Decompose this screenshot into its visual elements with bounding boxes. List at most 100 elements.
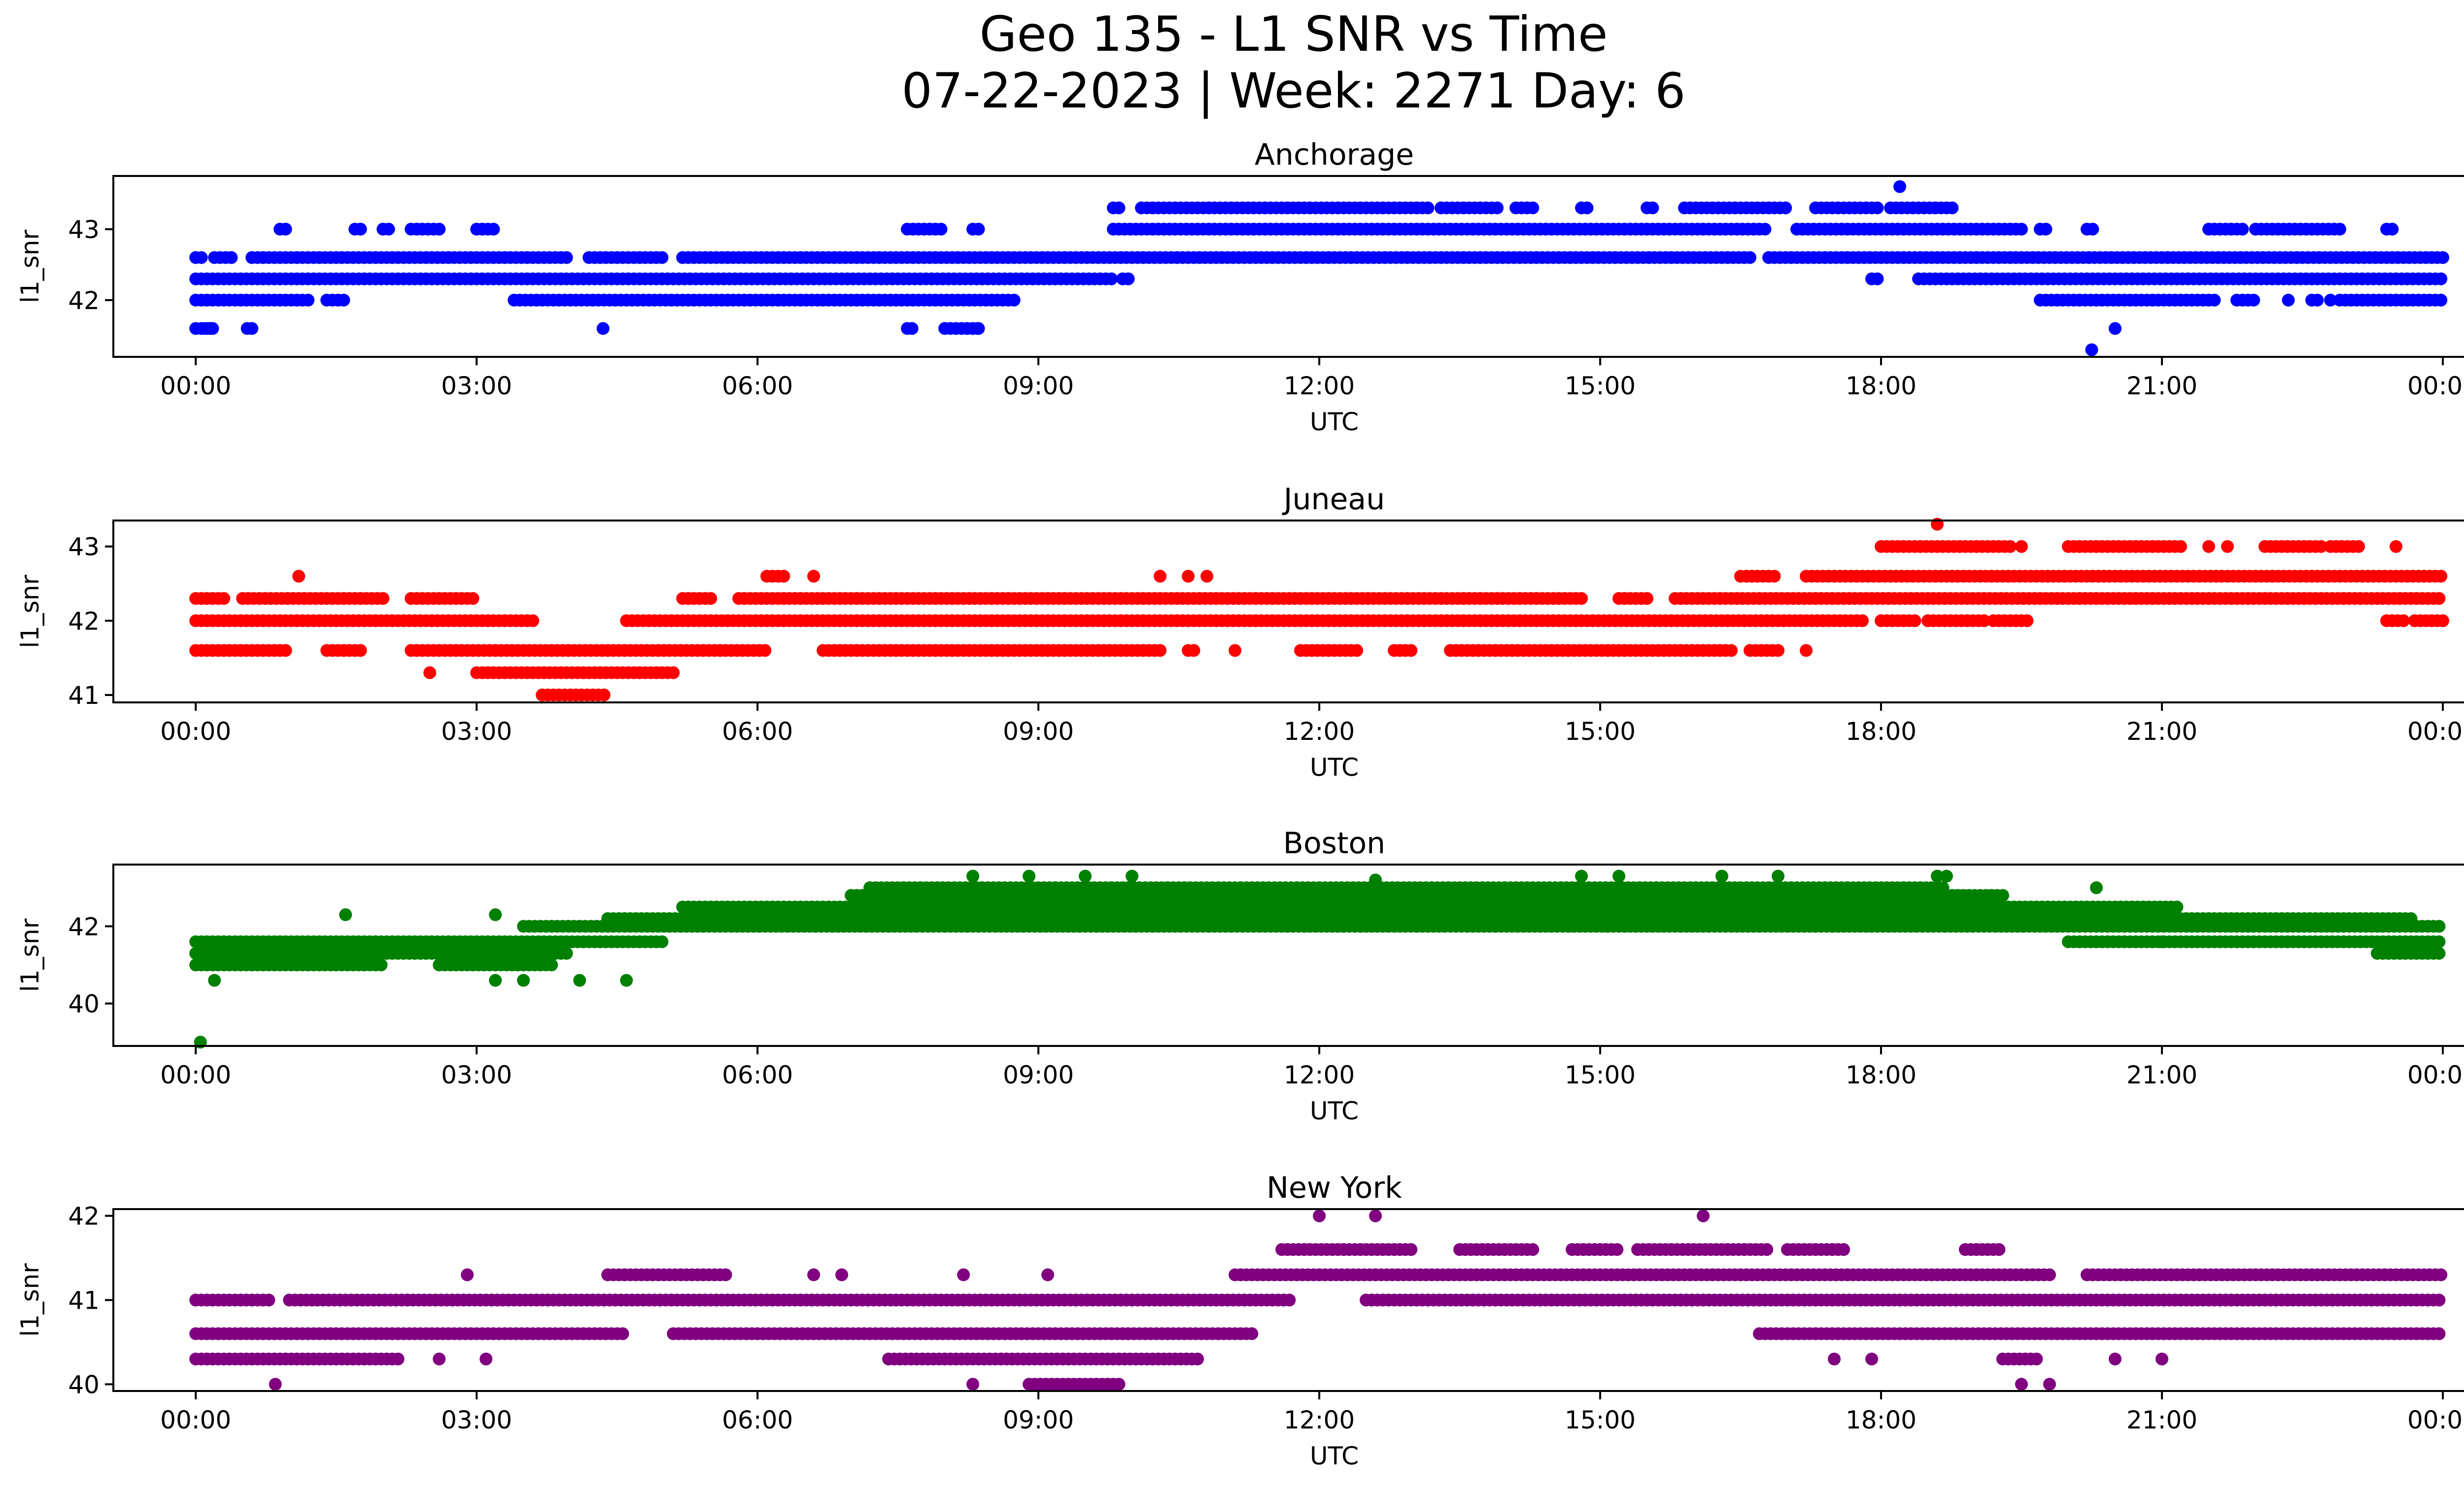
x-tick-label: 18:00 <box>1846 717 1916 746</box>
data-point <box>1978 614 1990 627</box>
data-point <box>2109 322 2122 335</box>
data-point <box>1283 1293 1296 1307</box>
data-point <box>777 570 790 583</box>
data-point <box>1772 644 1785 657</box>
data-point <box>2039 222 2053 236</box>
data-point <box>1079 869 1092 883</box>
data-point <box>2436 614 2449 627</box>
data-point <box>1369 873 1382 887</box>
data-point <box>573 973 586 987</box>
data-point <box>382 222 395 236</box>
data-point <box>225 251 238 264</box>
data-point <box>1641 592 1654 605</box>
data-point <box>526 614 540 627</box>
data-point <box>1940 869 1953 883</box>
y-tick-label: 42 <box>68 912 100 941</box>
data-point <box>1893 180 1907 193</box>
data-point <box>1191 1353 1204 1366</box>
data-point <box>195 251 208 264</box>
x-tick-label: 18:00 <box>1846 372 1916 400</box>
data-point <box>2156 935 2168 948</box>
x-tick-label: 21:00 <box>2126 372 2197 400</box>
data-point <box>1200 570 1214 583</box>
data-point <box>1908 614 1921 627</box>
data-point <box>620 973 633 987</box>
y-axis-label: l1_snr <box>16 230 44 303</box>
data-point <box>1996 889 2009 902</box>
data-point <box>354 222 367 236</box>
x-axis-label: UTC <box>1310 1097 1359 1125</box>
x-tick-label: 00:00 <box>160 372 231 400</box>
data-point <box>1772 869 1785 883</box>
y-tick-label: 43 <box>68 215 100 244</box>
data-point <box>758 644 772 657</box>
data-point <box>2221 540 2234 553</box>
data-point <box>1758 222 1772 236</box>
data-point <box>1023 869 1036 883</box>
data-point <box>2202 540 2215 553</box>
data-point <box>2090 881 2103 894</box>
data-point <box>1931 869 1944 883</box>
data-point <box>560 947 573 960</box>
data-point <box>2208 293 2221 307</box>
data-point <box>203 322 216 335</box>
x-tick-label: 15:00 <box>1565 372 1636 400</box>
x-axis-label: UTC <box>1310 408 1359 436</box>
axes-frame <box>112 175 2464 358</box>
x-tick-label: 06:00 <box>722 1061 793 1089</box>
data-point <box>596 322 610 335</box>
data-point <box>375 958 388 972</box>
data-point <box>1122 272 1135 285</box>
data-point <box>545 958 558 972</box>
data-point <box>517 973 530 987</box>
x-tick-label: 03:00 <box>441 717 512 746</box>
data-point <box>292 570 306 583</box>
data-point <box>966 869 980 883</box>
data-point <box>433 222 446 236</box>
data-point <box>423 666 437 679</box>
data-point <box>2236 222 2249 236</box>
data-point <box>1472 644 1485 657</box>
data-point <box>2432 920 2446 933</box>
data-point <box>1575 592 1588 605</box>
data-point <box>597 688 611 701</box>
x-tick-label: 00:00 <box>2407 1061 2464 1089</box>
x-tick-label: 09:00 <box>1003 372 1074 400</box>
y-axis-label: l1_snr <box>16 918 44 992</box>
data-point <box>2434 272 2448 285</box>
data-point <box>1871 272 1884 285</box>
data-point <box>2432 1327 2446 1340</box>
data-point <box>1105 272 1118 285</box>
data-point <box>2432 935 2446 948</box>
data-point <box>489 908 502 921</box>
data-point <box>934 222 948 236</box>
data-point <box>1154 644 1167 657</box>
data-point <box>2432 1293 2446 1307</box>
x-tick-label: 03:00 <box>441 1061 512 1089</box>
data-point <box>1779 201 1792 214</box>
data-point <box>1856 614 1869 627</box>
data-point <box>1936 881 1950 894</box>
x-tick-label: 21:00 <box>2126 1061 2197 1089</box>
data-point <box>1612 869 1626 883</box>
data-point <box>719 1268 732 1282</box>
data-point <box>337 293 350 307</box>
data-point <box>1580 201 1594 214</box>
data-point <box>1182 570 1195 583</box>
data-point <box>1491 201 1504 214</box>
data-point <box>2085 343 2098 356</box>
data-point <box>376 592 390 605</box>
data-point <box>1421 201 1435 214</box>
data-point <box>489 644 502 657</box>
data-point <box>704 592 718 605</box>
x-tick-label: 00:00 <box>2407 372 2464 400</box>
data-point <box>2170 901 2184 914</box>
x-tick-label: 06:00 <box>722 372 793 400</box>
x-tick-label: 06:00 <box>722 717 793 746</box>
data-point <box>1350 644 1364 657</box>
x-tick-label: 18:00 <box>1846 1061 1916 1089</box>
figure-title-line1: Geo 135 - L1 SNR vs Time <box>980 6 1608 63</box>
